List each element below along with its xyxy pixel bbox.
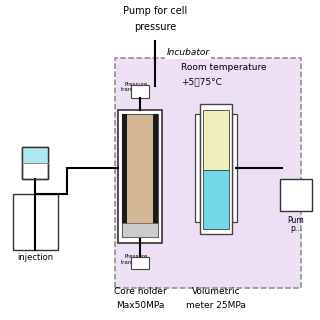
Bar (13, 194, 58, 250)
Text: Room temperature: Room temperature (181, 63, 267, 72)
Text: ple: ple (131, 166, 149, 179)
Text: pressure: pressure (134, 22, 176, 32)
Bar (122, 223, 158, 237)
Bar (122, 114, 158, 237)
Text: p...: p... (290, 224, 302, 233)
Bar (200, 104, 232, 234)
Bar (131, 85, 149, 98)
Text: water: water (23, 165, 47, 174)
Bar (232, 114, 237, 222)
Text: Pressure: Pressure (124, 254, 148, 260)
Bar (280, 179, 312, 211)
Text: injection: injection (17, 253, 53, 262)
Bar (22, 147, 48, 163)
Text: Pump for cell: Pump for cell (123, 6, 187, 16)
Bar (115, 58, 301, 288)
Bar (203, 110, 229, 170)
Text: +5～75°C: +5～75°C (181, 77, 222, 86)
Bar (153, 114, 158, 237)
Text: CO$_2$: CO$_2$ (204, 132, 228, 147)
Bar (122, 114, 127, 237)
Text: sam: sam (128, 150, 153, 163)
Text: Incubator: Incubator (166, 48, 210, 57)
Text: transducer: transducer (121, 87, 151, 92)
Text: wat
er: wat er (206, 184, 226, 206)
Bar (203, 170, 229, 229)
Bar (118, 110, 162, 243)
Text: Pum: Pum (288, 216, 304, 225)
Text: transducer: transducer (121, 260, 151, 265)
Bar (22, 147, 48, 179)
Bar (131, 257, 149, 269)
Text: Max50MPa: Max50MPa (116, 301, 164, 310)
Text: Pressure: Pressure (124, 82, 148, 87)
Text: Volumetric: Volumetric (192, 287, 240, 296)
Text: meter 25MPa: meter 25MPa (186, 301, 246, 310)
Text: Core holder: Core holder (114, 287, 166, 296)
Bar (22, 147, 48, 179)
Bar (195, 114, 200, 222)
